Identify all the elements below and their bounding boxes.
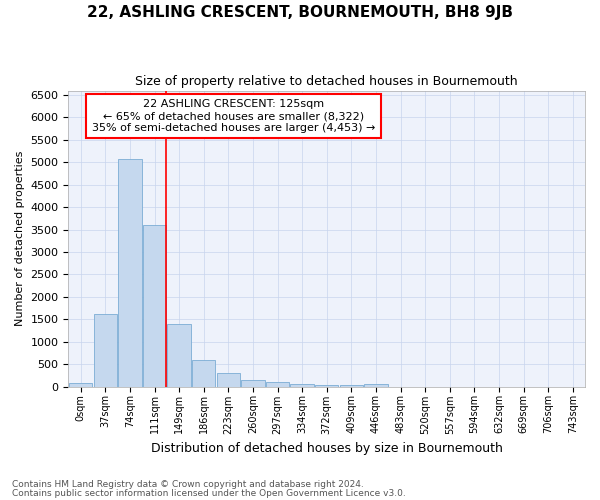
X-axis label: Distribution of detached houses by size in Bournemouth: Distribution of detached houses by size … <box>151 442 503 455</box>
Bar <box>266 382 289 386</box>
Y-axis label: Number of detached properties: Number of detached properties <box>15 151 25 326</box>
Bar <box>217 373 240 386</box>
Bar <box>94 314 117 386</box>
Bar <box>167 324 191 386</box>
Bar <box>118 158 142 386</box>
Bar <box>192 360 215 386</box>
Bar <box>241 380 265 386</box>
Text: Contains public sector information licensed under the Open Government Licence v3: Contains public sector information licen… <box>12 488 406 498</box>
Bar <box>143 225 166 386</box>
Bar <box>364 384 388 386</box>
Bar <box>69 384 92 386</box>
Title: Size of property relative to detached houses in Bournemouth: Size of property relative to detached ho… <box>136 75 518 88</box>
Text: 22 ASHLING CRESCENT: 125sqm
← 65% of detached houses are smaller (8,322)
35% of : 22 ASHLING CRESCENT: 125sqm ← 65% of det… <box>92 100 376 132</box>
Bar <box>290 384 314 386</box>
Text: Contains HM Land Registry data © Crown copyright and database right 2024.: Contains HM Land Registry data © Crown c… <box>12 480 364 489</box>
Text: 22, ASHLING CRESCENT, BOURNEMOUTH, BH8 9JB: 22, ASHLING CRESCENT, BOURNEMOUTH, BH8 9… <box>87 5 513 20</box>
Bar <box>315 385 338 386</box>
